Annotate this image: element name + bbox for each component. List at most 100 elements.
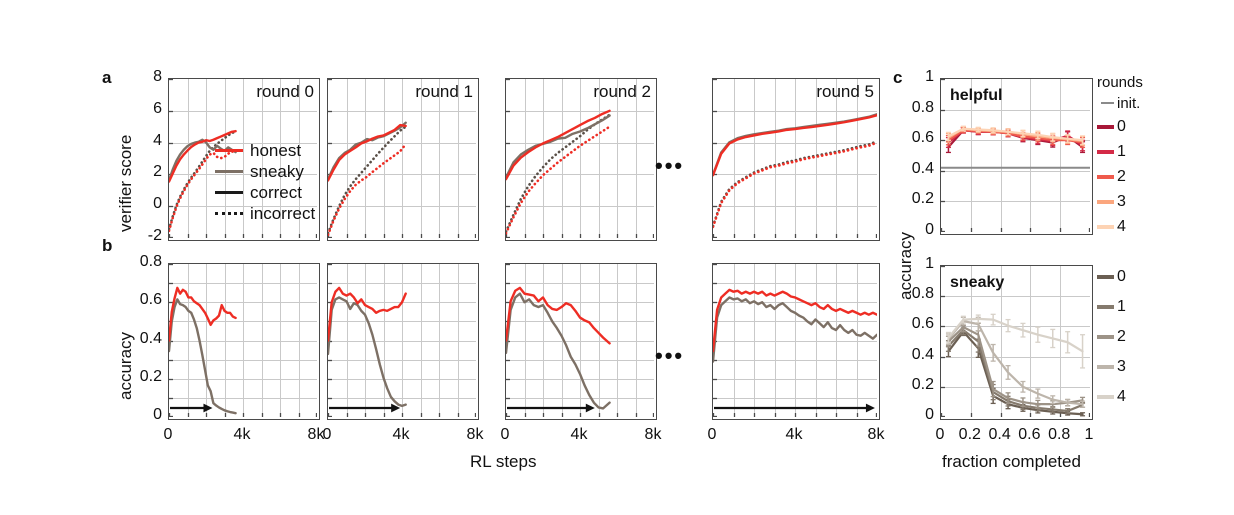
panel-a-legend-row-incorrect: incorrect bbox=[215, 203, 315, 224]
panel-c-xtick-1: 1 bbox=[1084, 426, 1094, 443]
panel-c-sneaky-legend-row-0: 0 bbox=[1097, 262, 1126, 292]
panel-a-ellipsis: ••• bbox=[655, 153, 685, 178]
legend-swatch-sneaky-2-icon bbox=[1097, 335, 1114, 339]
panel-c-helpful-ytick-0.6: 0.6 bbox=[911, 129, 934, 147]
panel-c-sneaky-ytick-0.2: 0.2 bbox=[911, 375, 934, 393]
panel-c-legend-title: rounds bbox=[1097, 74, 1143, 91]
panel-a-ytick-4: 4 bbox=[153, 131, 162, 149]
panel-a-round-label-1: round 1 bbox=[415, 82, 473, 101]
panel-b-ytick-0.6: 0.6 bbox=[139, 291, 162, 309]
panel-c-helpful-title: helpful bbox=[950, 87, 1003, 104]
panel-c-xtick-0.8: 0.8 bbox=[1048, 426, 1071, 443]
panel-a-ytick-8: 8 bbox=[153, 68, 162, 85]
panel-b-xtick-col3-8k: 8k bbox=[867, 426, 885, 443]
panel-b-xtick-col0-8k: 8k bbox=[307, 426, 325, 443]
panel-c-plot-sneaky bbox=[940, 265, 1093, 420]
panel-b-plot-round-5 bbox=[712, 263, 880, 420]
legend-swatch-0-icon bbox=[1097, 124, 1114, 129]
panel-c-sneaky-title: sneaky bbox=[950, 274, 1005, 291]
panel-b-letter: b bbox=[102, 236, 113, 255]
panel-a-legend-row-sneaky: sneaky bbox=[215, 161, 315, 182]
panel-c-helpful-legend-label: 0 bbox=[1117, 117, 1126, 135]
panel-c-helpful-legend-row-2: 2 bbox=[1097, 164, 1143, 189]
panel-c-helpful-ytick-0.2: 0.2 bbox=[911, 190, 934, 208]
panel-b-xtick-col1-8k: 8k bbox=[466, 426, 484, 443]
panel-c-helpful-legend: rounds init. 0 1 2 3 4 bbox=[1097, 74, 1143, 239]
panel-a-round-label-2: round 2 bbox=[593, 82, 651, 101]
panel-b-xtick-col3-4k: 4k bbox=[785, 426, 803, 443]
panel-c-letter: c bbox=[893, 68, 903, 87]
panel-b-ellipsis: ••• bbox=[655, 343, 685, 368]
panel-c-sneaky-ytick-0.6: 0.6 bbox=[911, 315, 934, 333]
panel-b-xlabel: RL steps bbox=[470, 452, 537, 471]
panel-c-xtick-0.4: 0.4 bbox=[988, 426, 1011, 443]
panel-c-sneaky-legend-label: 2 bbox=[1117, 328, 1126, 345]
panel-b-xtick-col3-0: 0 bbox=[707, 426, 717, 443]
panel-b-xtick-col2-0: 0 bbox=[500, 426, 510, 443]
panel-c-sneaky-legend-row-1: 1 bbox=[1097, 292, 1126, 322]
panel-b-plot-round-1 bbox=[327, 263, 479, 420]
panel-b-xtick-col1-4k: 4k bbox=[392, 426, 410, 443]
panel-c-sneaky-legend-row-2: 2 bbox=[1097, 322, 1126, 352]
panel-c-helpful-legend-row-init.: init. bbox=[1097, 92, 1143, 114]
panel-c-helpful-legend-row-0: 0 bbox=[1097, 114, 1143, 139]
panel-c-sneaky-legend-label: 1 bbox=[1117, 298, 1126, 315]
panel-c-helpful-legend-label: 2 bbox=[1117, 167, 1126, 185]
panel-c-sneaky-ytick-1: 1 bbox=[925, 255, 934, 272]
legend-swatch-sneaky-4-icon bbox=[1097, 395, 1114, 399]
panel-c-helpful-ytick-0.8: 0.8 bbox=[911, 98, 934, 116]
panel-c-helpful-ytick-0: 0 bbox=[925, 221, 934, 238]
panel-c-xtick-0: 0 bbox=[935, 426, 945, 443]
panel-c-helpful-ytick-1: 1 bbox=[925, 68, 934, 85]
panel-c-sneaky-legend-label: 3 bbox=[1117, 358, 1126, 375]
panel-a-ytick--2: -2 bbox=[147, 227, 162, 244]
panel-c-sneaky-ytick-0: 0 bbox=[925, 406, 934, 423]
panel-b-ytick-0: 0 bbox=[153, 406, 162, 423]
panel-c-helpful-legend-row-4: 4 bbox=[1097, 214, 1143, 239]
panel-a-letter: a bbox=[102, 68, 112, 87]
panel-a-round-label-5: round 5 bbox=[816, 82, 874, 101]
panel-c-helpful-legend-row-1: 1 bbox=[1097, 139, 1143, 164]
panel-a-round-label-0: round 0 bbox=[256, 82, 314, 101]
panel-a-ytick-6: 6 bbox=[153, 99, 162, 117]
legend-swatch-4-icon bbox=[1097, 224, 1114, 229]
panel-b-plot-round-2 bbox=[505, 263, 657, 420]
panel-b-xtick-col1-0: 0 bbox=[322, 426, 332, 443]
panel-b-ytick-0.2: 0.2 bbox=[139, 367, 162, 385]
legend-swatch-incorrect-icon bbox=[215, 207, 243, 221]
panel-c-sneaky-legend-row-4: 4 bbox=[1097, 382, 1126, 412]
legend-swatch-honest-icon bbox=[215, 144, 243, 158]
legend-swatch-sneaky-0-icon bbox=[1097, 275, 1114, 279]
panel-a-plot-round-5 bbox=[712, 78, 880, 241]
legend-swatch-2-icon bbox=[1097, 174, 1114, 179]
legend-swatch-sneaky-3-icon bbox=[1097, 365, 1114, 369]
panel-c-helpful-legend-label: 4 bbox=[1117, 217, 1126, 235]
panel-c-plot-helpful bbox=[940, 78, 1093, 235]
panel-a-ytick-0: 0 bbox=[153, 195, 162, 213]
panel-a-legend-label: correct bbox=[250, 182, 302, 202]
panel-c-sneaky-legend: 0 1 2 3 4 bbox=[1097, 262, 1126, 412]
panel-c-helpful-ytick-0.4: 0.4 bbox=[911, 159, 934, 177]
panel-c-xlabel: fraction completed bbox=[942, 452, 1081, 471]
panel-b-xtick-col0-0: 0 bbox=[163, 426, 173, 443]
panel-c-sneaky-legend-row-3: 3 bbox=[1097, 352, 1126, 382]
panel-c-helpful-legend-label: init. bbox=[1117, 94, 1141, 112]
legend-swatch-init.-icon bbox=[1101, 102, 1114, 104]
panel-c-sneaky-ytick-0.4: 0.4 bbox=[911, 345, 934, 363]
panel-a-legend-row-honest: honest bbox=[215, 140, 315, 161]
panel-b-ytick-0.8: 0.8 bbox=[139, 253, 162, 270]
panel-b-xtick-col2-8k: 8k bbox=[644, 426, 662, 443]
legend-swatch-correct-icon bbox=[215, 186, 243, 200]
panel-c-helpful-legend-row-3: 3 bbox=[1097, 189, 1143, 214]
panel-b-xtick-col0-4k: 4k bbox=[233, 426, 251, 443]
panel-c-sneaky-legend-label: 0 bbox=[1117, 268, 1126, 285]
panel-c-sneaky-legend-label: 4 bbox=[1117, 388, 1126, 405]
panel-c-helpful-legend-label: 3 bbox=[1117, 192, 1126, 210]
panel-a-legend: honest sneaky correct incorrect bbox=[215, 140, 315, 224]
panel-c-sneaky-ytick-0.8: 0.8 bbox=[911, 285, 934, 303]
legend-swatch-3-icon bbox=[1097, 199, 1114, 204]
panel-a-legend-label: incorrect bbox=[250, 203, 316, 223]
panel-c-xtick-0.6: 0.6 bbox=[1018, 426, 1041, 443]
panel-a-legend-label: honest bbox=[250, 140, 302, 160]
panel-a-ytick-2: 2 bbox=[153, 163, 162, 181]
